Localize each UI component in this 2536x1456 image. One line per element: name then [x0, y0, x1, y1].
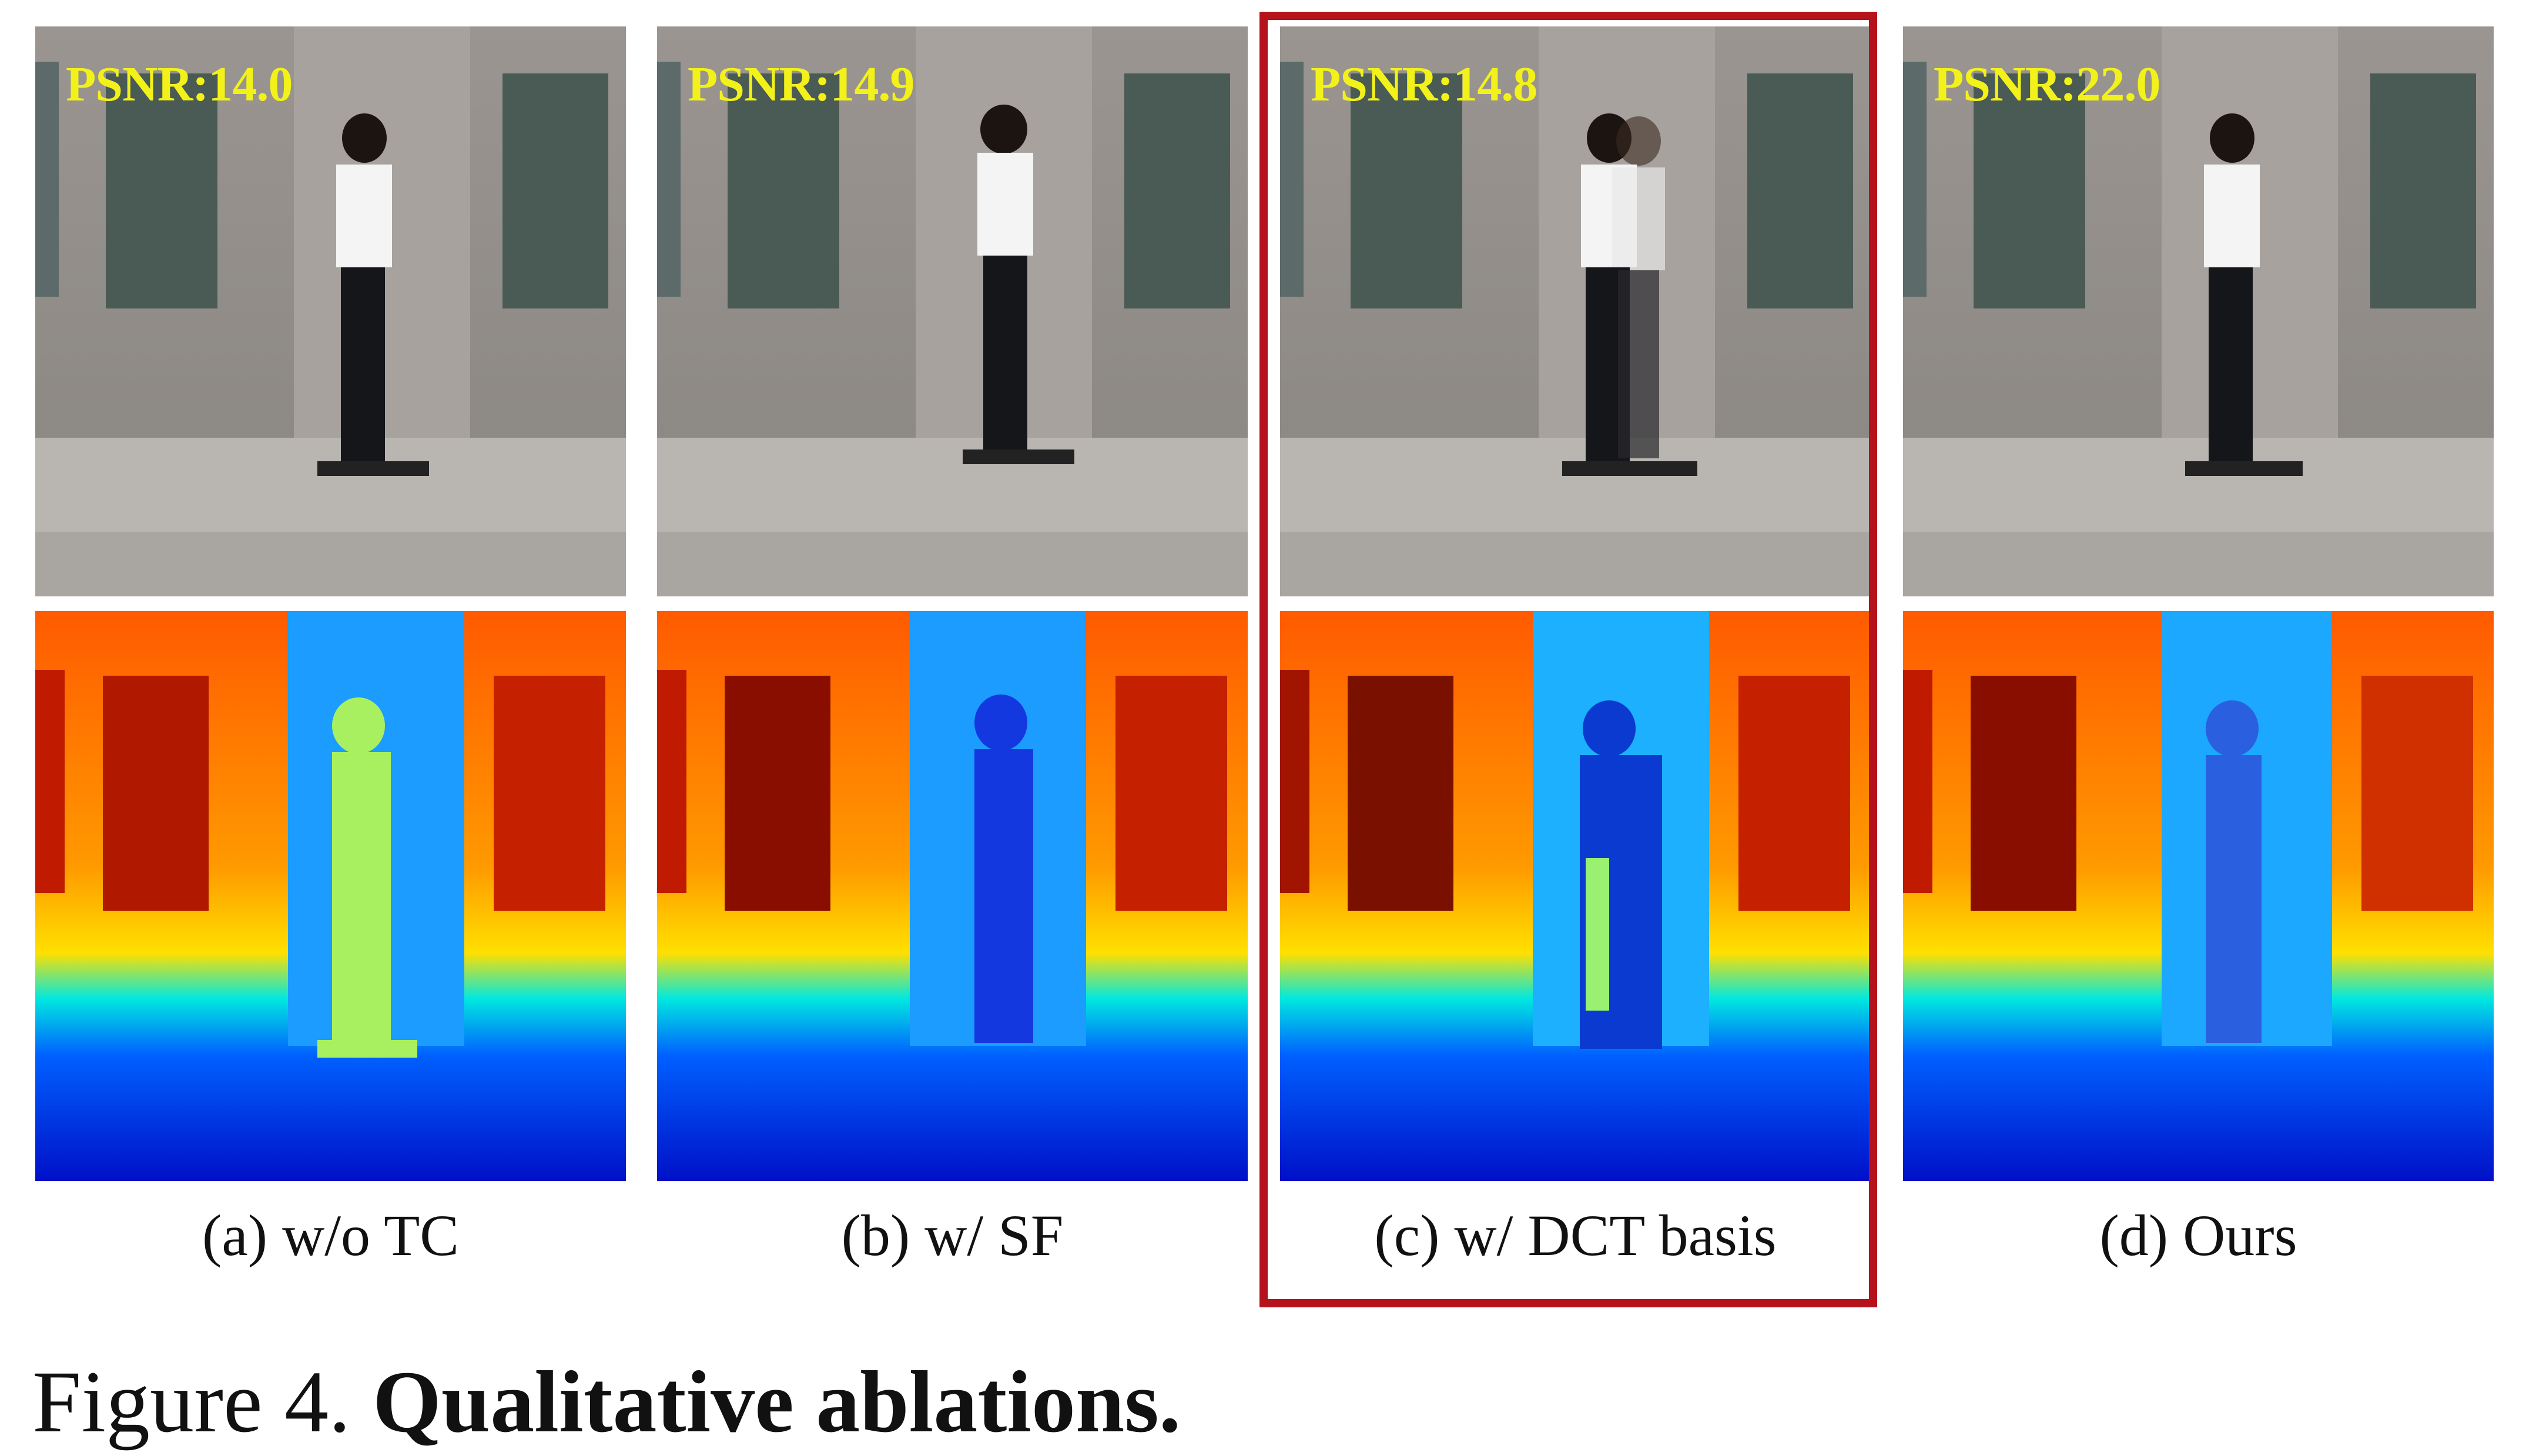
- depth-map-image: [657, 611, 1248, 1181]
- panel-caption: (d) Ours: [2099, 1203, 2297, 1268]
- rgb-render-image: PSNR:14.8: [1280, 26, 1871, 596]
- rgb-render-image: PSNR:22.0: [1903, 26, 2494, 596]
- panel-caption: (b) w/ SF: [841, 1203, 1064, 1268]
- figure-caption: Figure 4. Qualitative ablations.: [32, 1351, 1181, 1452]
- figure-label: Figure 4.: [32, 1353, 351, 1451]
- psnr-label: PSNR:14.9: [688, 57, 914, 112]
- psnr-label: PSNR:14.8: [1311, 57, 1537, 112]
- depth-map-image: [35, 611, 626, 1181]
- rgb-render-image: PSNR:14.9: [657, 26, 1248, 596]
- psnr-label: PSNR:14.0: [66, 57, 293, 112]
- figure-title: Qualitative ablations.: [373, 1353, 1181, 1451]
- panel-caption: (c) w/ DCT basis: [1374, 1203, 1777, 1268]
- panel-caption: (a) w/o TC: [202, 1203, 459, 1268]
- rgb-render-image: PSNR:14.0: [35, 26, 626, 596]
- psnr-label: PSNR:22.0: [1934, 57, 2160, 112]
- highlight-box: [1259, 12, 1877, 1307]
- depth-map-image: [1280, 611, 1871, 1181]
- depth-map-image: [1903, 611, 2494, 1181]
